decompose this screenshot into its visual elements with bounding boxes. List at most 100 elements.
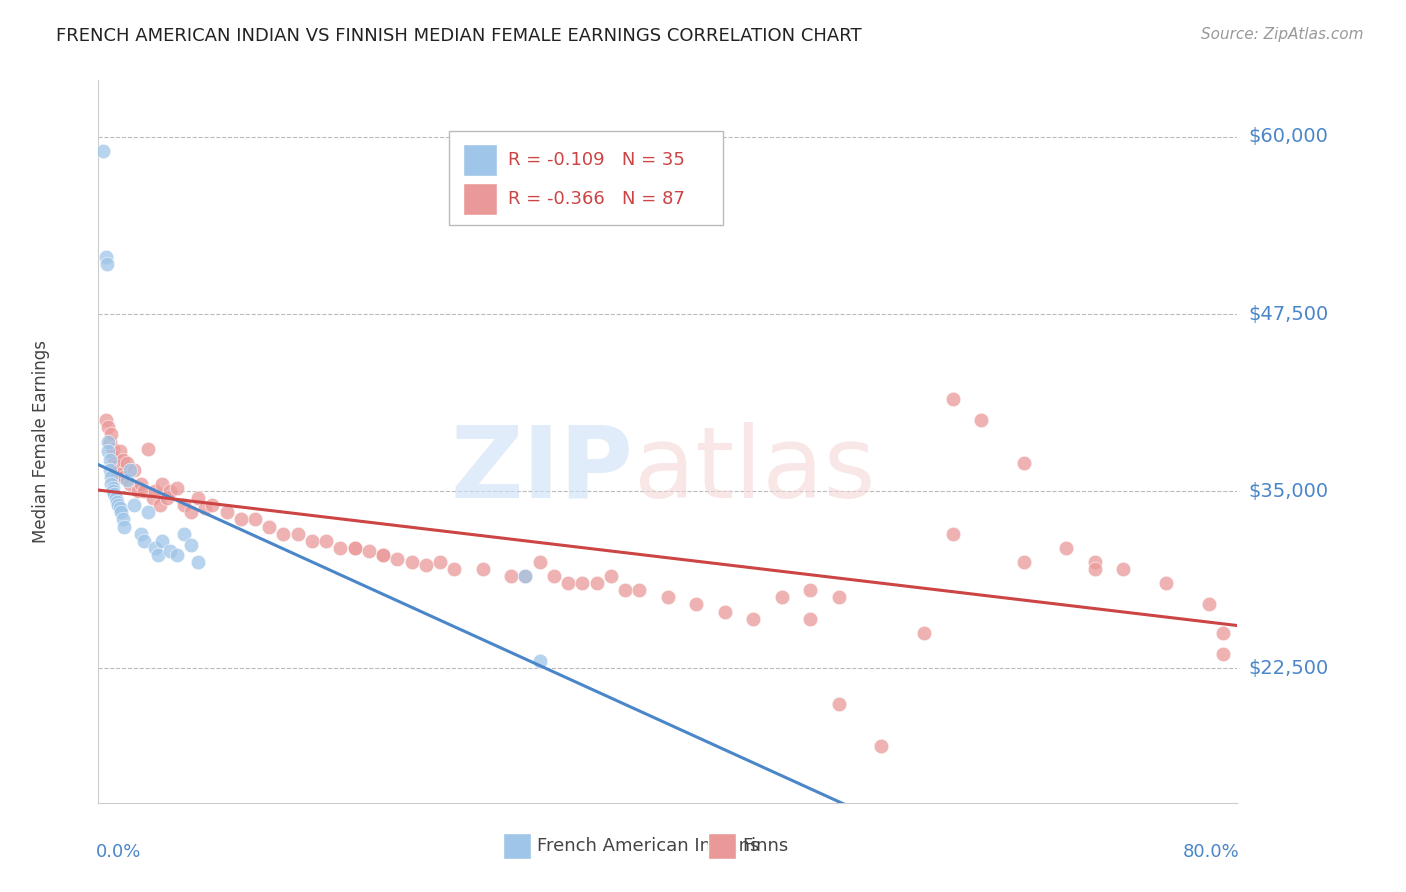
Text: Finns: Finns — [742, 838, 789, 855]
Point — [301, 533, 323, 548]
Point — [115, 456, 138, 470]
Point — [166, 481, 188, 495]
Point — [828, 591, 851, 605]
Point — [657, 591, 679, 605]
Point — [104, 458, 127, 473]
Point — [152, 533, 174, 548]
Point — [970, 413, 993, 427]
FancyBboxPatch shape — [463, 144, 498, 176]
Point — [770, 591, 793, 605]
Point — [401, 555, 423, 569]
Point — [118, 477, 141, 491]
Text: $60,000: $60,000 — [1249, 128, 1329, 146]
Point — [201, 498, 224, 512]
Point — [515, 569, 537, 583]
Point — [111, 512, 134, 526]
Point — [685, 598, 707, 612]
Point — [97, 434, 120, 449]
Point — [373, 548, 395, 562]
Point — [94, 413, 117, 427]
Point — [110, 467, 132, 482]
Point — [187, 491, 209, 506]
Point — [129, 477, 152, 491]
Point — [287, 526, 309, 541]
Text: $35,000: $35,000 — [1249, 482, 1329, 500]
Point — [343, 541, 366, 555]
Point — [127, 484, 149, 499]
Point — [229, 512, 252, 526]
Point — [149, 498, 172, 512]
Point — [132, 533, 155, 548]
Point — [557, 576, 579, 591]
Point — [1212, 625, 1234, 640]
Point — [1112, 562, 1135, 576]
Point — [501, 569, 523, 583]
Point — [1198, 598, 1220, 612]
Point — [443, 562, 465, 576]
Point — [103, 487, 125, 501]
Point — [194, 501, 217, 516]
Point — [97, 420, 120, 434]
Point — [429, 555, 451, 569]
Point — [100, 470, 122, 484]
Point — [315, 533, 337, 548]
Point — [187, 555, 209, 569]
Point — [107, 498, 129, 512]
Point — [100, 427, 122, 442]
Point — [571, 576, 593, 591]
Text: R = -0.366   N = 87: R = -0.366 N = 87 — [509, 190, 685, 208]
Point — [343, 541, 366, 555]
Point — [329, 541, 352, 555]
Point — [98, 463, 121, 477]
Text: atlas: atlas — [634, 422, 876, 519]
Point — [1012, 555, 1035, 569]
Point — [101, 484, 124, 499]
Point — [1056, 541, 1078, 555]
Point — [136, 505, 159, 519]
Point — [543, 569, 565, 583]
Point — [100, 477, 122, 491]
Point — [96, 257, 118, 271]
Point — [115, 473, 138, 487]
Point — [614, 583, 637, 598]
Point — [111, 453, 134, 467]
FancyBboxPatch shape — [503, 833, 531, 859]
Text: $22,500: $22,500 — [1249, 658, 1329, 678]
Point — [105, 463, 128, 477]
Point — [105, 495, 128, 509]
Point — [108, 501, 131, 516]
Point — [1154, 576, 1177, 591]
Point — [1012, 456, 1035, 470]
Point — [122, 498, 145, 512]
Point — [357, 543, 380, 558]
Text: R = -0.109   N = 35: R = -0.109 N = 35 — [509, 151, 685, 169]
Point — [1212, 647, 1234, 661]
Point — [628, 583, 651, 598]
Point — [273, 526, 295, 541]
Point — [110, 505, 132, 519]
Point — [104, 491, 127, 506]
Point — [145, 541, 167, 555]
Point — [159, 543, 181, 558]
Point — [600, 569, 623, 583]
Point — [742, 612, 765, 626]
Point — [136, 442, 159, 456]
FancyBboxPatch shape — [707, 833, 737, 859]
Point — [122, 463, 145, 477]
Point — [828, 697, 851, 711]
Point — [471, 562, 494, 576]
Point — [118, 463, 141, 477]
Point — [132, 484, 155, 499]
Point — [145, 484, 167, 499]
Point — [91, 144, 114, 158]
Point — [529, 555, 551, 569]
Point — [159, 484, 181, 499]
Point — [103, 456, 125, 470]
Text: FRENCH AMERICAN INDIAN VS FINNISH MEDIAN FEMALE EARNINGS CORRELATION CHART: FRENCH AMERICAN INDIAN VS FINNISH MEDIAN… — [56, 27, 862, 45]
Point — [415, 558, 437, 572]
Text: Source: ZipAtlas.com: Source: ZipAtlas.com — [1201, 27, 1364, 42]
FancyBboxPatch shape — [449, 131, 723, 225]
Point — [173, 526, 195, 541]
Point — [98, 453, 121, 467]
Point — [942, 526, 965, 541]
